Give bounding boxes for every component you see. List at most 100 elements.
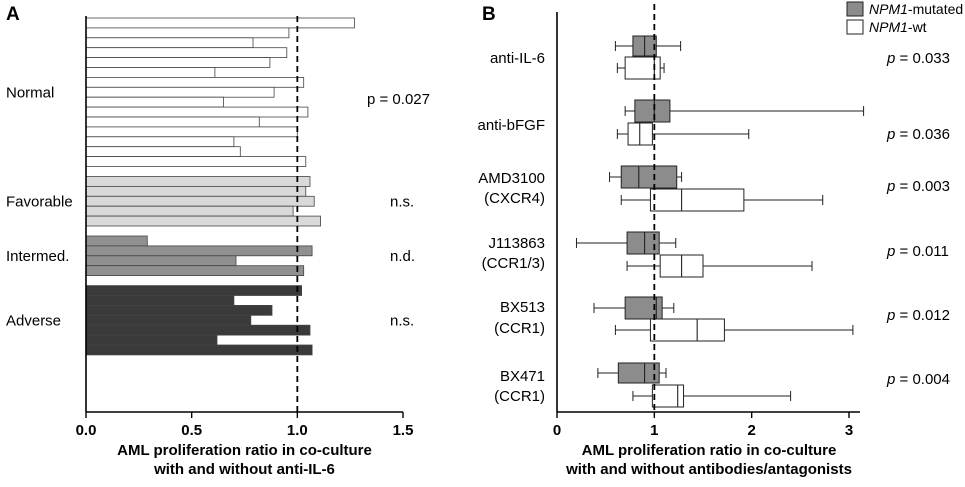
bar-adverse-2 [85,304,273,316]
bar-adverse-3 [85,314,252,326]
box-iqr [649,188,745,212]
box-mutated-4 [593,296,675,320]
group-label: Adverse [6,312,61,329]
box-iqr [620,165,678,189]
box-iqr [626,231,660,255]
p-value-number: = 0.036 [895,126,950,143]
category-label: (CCR1) [494,388,545,405]
p-value: p = 0.011 [886,243,949,260]
legend-swatch-0 [846,1,864,17]
p-value: p = 0.033 [886,50,950,67]
legend-status: -mutated [908,1,963,17]
box-wt-5 [632,384,792,408]
bar-normal-3 [85,47,288,59]
bar-intermed-0 [85,235,148,247]
p-symbol: p [886,178,895,195]
p-value-number: = 0.003 [895,178,950,195]
p-value: p = 0.003 [886,178,950,195]
bar-normal-0 [85,17,355,29]
category-label: AMD3100 [478,170,545,187]
p-value-number: = 0.012 [895,307,950,324]
category-label: BX471 [500,368,545,385]
bar-normal-13 [85,146,241,157]
x-tick-label: 2 [747,422,755,439]
legend-label-0: NPM1-mutated [869,1,963,17]
bar-intermed-3 [85,265,305,277]
panel-a-bar-chart: Normal p = 0.027 Favorable n.s. Intermed. n.d… [6,16,430,478]
panel-a-label: A [6,4,20,25]
legend-label-1: NPM1-wt [869,19,927,35]
box-wt-4 [614,318,854,342]
box-wt-0 [616,56,665,80]
p-value: p = 0.012 [886,307,950,324]
legend-gene: NPM1 [869,19,908,35]
bar-normal-11 [85,126,298,138]
bar-intermed-2 [85,255,237,267]
bar-adverse-5 [85,334,218,346]
box-iqr [624,56,661,80]
bar-normal-12 [85,136,235,148]
bar-adverse-6 [85,344,313,356]
bar-normal-5 [85,67,216,78]
bar-normal-8 [85,96,224,108]
x-tick-label: 1.0 [287,422,308,439]
x-axis-label-line-1: AML proliferation ratio in co-culture [582,442,837,459]
bar-favorable-3 [85,205,294,217]
legend-status: -wt [908,19,927,35]
bar-normal-14 [85,156,307,167]
x-axis-label-line-2: with and without anti-IL-6 [153,461,335,478]
box-iqr [649,318,725,342]
group-stat: n.s. [390,193,414,210]
box-wt-2 [620,188,824,212]
x-tick-label: 0.5 [181,422,202,439]
bar-adverse-4 [85,324,311,336]
category-label: (CCR1/3) [482,255,545,272]
box-mutated-2 [609,165,683,189]
p-symbol: p [886,307,895,324]
box-iqr [651,384,685,408]
group-stat: n.d. [390,248,415,265]
p-symbol: p [886,50,895,67]
bar-normal-9 [85,106,309,118]
legend-swatch-1 [846,19,864,35]
bar-favorable-2 [85,195,315,207]
bar-favorable-0 [85,176,311,187]
bar-favorable-1 [85,185,307,197]
x-tick-label: 1 [650,422,658,439]
group-label: Favorable [6,193,73,210]
p-symbol: p [886,243,895,260]
x-tick-label: 0 [553,422,561,439]
p-symbol: p [886,126,895,143]
group-label: Intermed. [6,248,69,265]
x-tick-label: 0.0 [76,422,97,439]
bar-favorable-4 [85,215,322,227]
panel-b-label: B [482,4,496,25]
p-value-number: = 0.033 [895,50,950,67]
legend-gene: NPM1 [869,1,908,17]
p-symbol: p [886,371,895,388]
bar-normal-7 [85,86,275,98]
category-label: anti-bFGF [477,117,545,134]
p-value-number: = 0.004 [895,371,950,388]
box-mutated-1 [624,99,865,123]
category-label: anti-IL-6 [490,50,545,67]
bar-normal-2 [85,37,254,49]
x-tick-label: 1.5 [393,422,414,439]
category-label: J113863 [489,235,545,252]
bar-normal-10 [85,116,260,128]
group-label: Normal [6,84,54,101]
box-iqr [617,362,660,384]
box-mutated-0 [614,35,682,57]
bar-adverse-1 [85,295,235,306]
category-label: BX513 [500,299,545,316]
panel-b-box-plot: anti-IL-6 p = 0.033 anti-bFGF p = 0.036 AMD3… [477,1,963,478]
x-axis-label-line-1: AML proliferation ratio in co-culture [117,442,372,459]
bar-normal-4 [85,57,271,68]
group-stat: p = 0.027 [367,91,430,108]
box-mutated-5 [597,362,667,384]
bar-normal-1 [85,27,290,39]
category-label: (CXCR4) [484,190,545,207]
box-wt-1 [616,122,750,146]
bar-normal-6 [85,77,305,88]
